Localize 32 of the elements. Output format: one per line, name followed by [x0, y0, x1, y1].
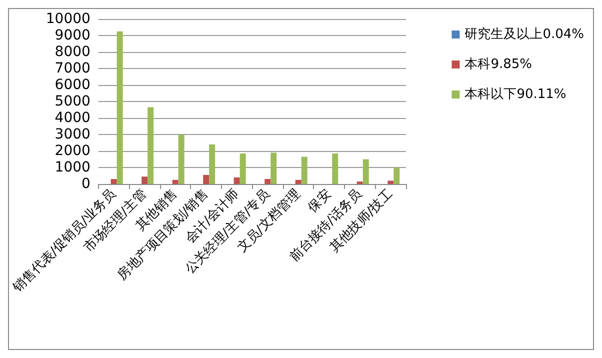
bar [264, 179, 271, 184]
bar [148, 107, 154, 184]
y-tick-label: 2000 [54, 143, 90, 159]
bar [203, 174, 210, 184]
bar [142, 176, 148, 184]
y-tick-label: 3000 [54, 126, 90, 142]
bar [394, 168, 400, 184]
y-tick-label: 1000 [54, 160, 90, 176]
bar [301, 156, 308, 184]
y-tick-label: 5000 [54, 94, 90, 110]
bar [209, 144, 216, 184]
y-tick-label: 9000 [54, 28, 90, 44]
bar [240, 153, 246, 184]
legend-label: 研究生及以上0.04% [464, 27, 584, 42]
bar [362, 159, 369, 184]
y-tick-label: 10000 [46, 11, 90, 27]
y-tick-label: 8000 [54, 44, 90, 60]
legend-label: 本科9.85% [464, 57, 532, 72]
bar [332, 153, 338, 184]
bar [295, 180, 302, 184]
y-tick-label: 4000 [54, 110, 90, 126]
bar [116, 31, 123, 184]
y-tick-label: 6000 [54, 77, 90, 93]
y-tick-label: 0 [82, 176, 90, 192]
bar [110, 179, 117, 184]
bar [172, 180, 178, 184]
y-tick-label: 7000 [54, 60, 90, 76]
bar [388, 180, 394, 184]
bar [270, 152, 277, 184]
legend-label: 本科以下90.11% [464, 87, 566, 102]
bar [234, 177, 240, 184]
bar [178, 134, 184, 184]
